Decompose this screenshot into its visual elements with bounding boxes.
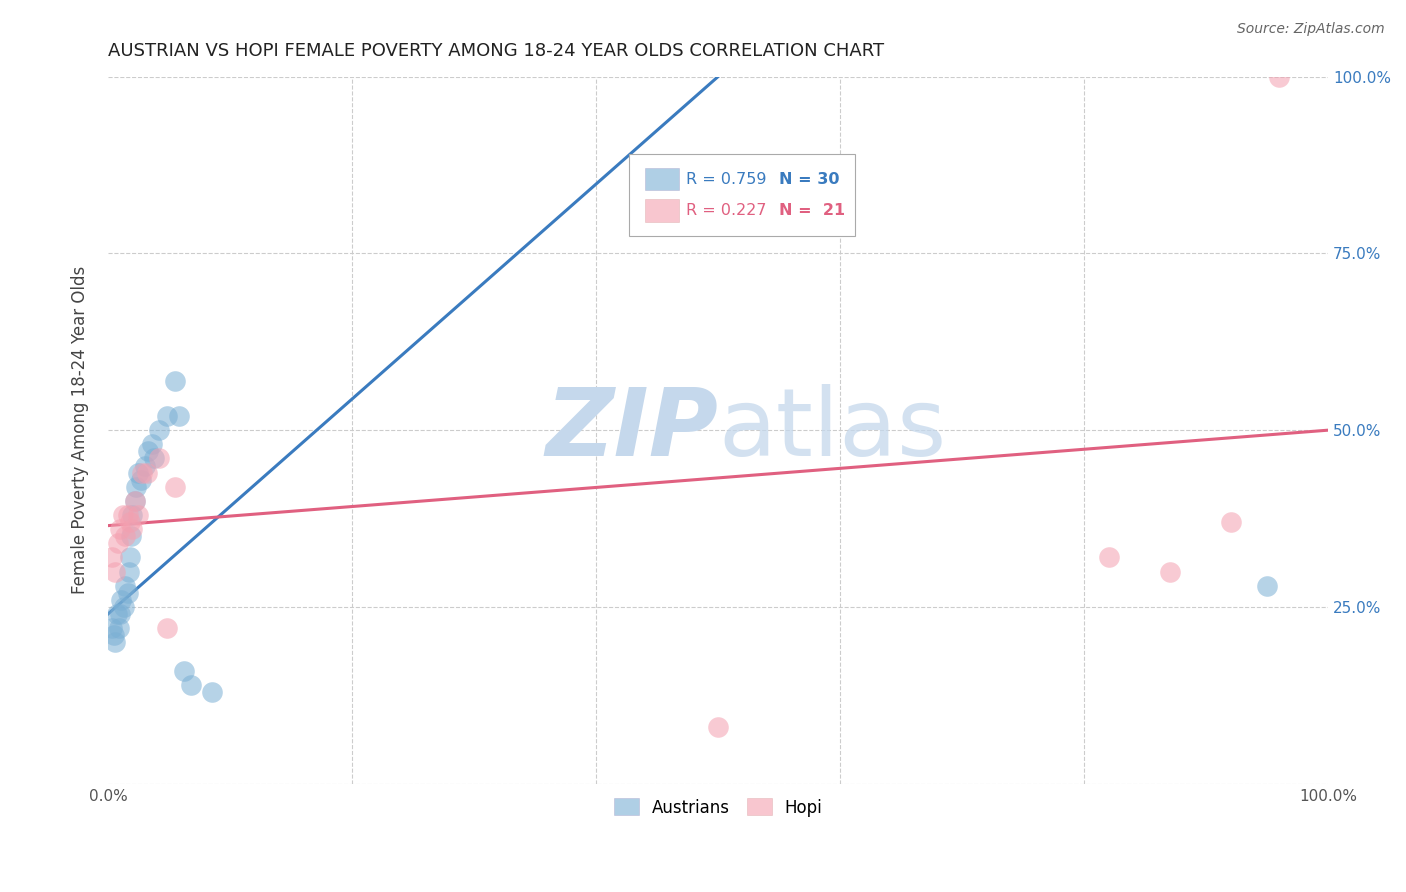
- Point: [125, 480, 148, 494]
- Point: [104, 635, 127, 649]
- Point: [165, 480, 187, 494]
- Text: AUSTRIAN VS HOPI FEMALE POVERTY AMONG 18-24 YEAR OLDS CORRELATION CHART: AUSTRIAN VS HOPI FEMALE POVERTY AMONG 18…: [108, 42, 884, 60]
- FancyBboxPatch shape: [645, 199, 679, 221]
- FancyBboxPatch shape: [628, 154, 855, 235]
- Point: [118, 550, 141, 565]
- Point: [108, 522, 131, 536]
- Point: [148, 423, 170, 437]
- Point: [201, 685, 224, 699]
- Point: [110, 593, 132, 607]
- Point: [141, 437, 163, 451]
- Point: [104, 565, 127, 579]
- Point: [111, 508, 134, 522]
- Text: R = 0.227: R = 0.227: [686, 202, 766, 218]
- Point: [117, 508, 139, 522]
- Point: [165, 374, 187, 388]
- Point: [143, 451, 166, 466]
- Point: [107, 536, 129, 550]
- Point: [1159, 565, 1181, 579]
- Text: N =  21: N = 21: [779, 202, 845, 218]
- Point: [118, 515, 141, 529]
- Point: [1268, 70, 1291, 84]
- Point: [134, 458, 156, 473]
- Point: [100, 550, 122, 565]
- Point: [1097, 550, 1119, 565]
- Point: [124, 494, 146, 508]
- Text: atlas: atlas: [718, 384, 946, 476]
- Point: [129, 473, 152, 487]
- Point: [128, 508, 150, 522]
- Point: [180, 678, 202, 692]
- Point: [173, 664, 195, 678]
- Text: Source: ZipAtlas.com: Source: ZipAtlas.com: [1237, 22, 1385, 37]
- Y-axis label: Female Poverty Among 18-24 Year Olds: Female Poverty Among 18-24 Year Olds: [72, 266, 89, 594]
- Point: [100, 621, 122, 635]
- Point: [1219, 515, 1241, 529]
- Point: [121, 522, 143, 536]
- Point: [118, 565, 141, 579]
- Point: [114, 579, 136, 593]
- Point: [121, 508, 143, 522]
- Point: [105, 607, 128, 621]
- Point: [120, 529, 142, 543]
- Point: [124, 494, 146, 508]
- Point: [114, 529, 136, 543]
- Point: [117, 586, 139, 600]
- Text: ZIP: ZIP: [546, 384, 718, 476]
- Point: [1256, 579, 1278, 593]
- Point: [155, 409, 177, 423]
- Point: [131, 466, 153, 480]
- Point: [707, 720, 730, 734]
- FancyBboxPatch shape: [645, 168, 679, 191]
- Point: [108, 621, 131, 635]
- Text: N = 30: N = 30: [779, 171, 839, 186]
- Legend: Austrians, Hopi: Austrians, Hopi: [605, 790, 831, 825]
- Point: [136, 444, 159, 458]
- Point: [136, 466, 159, 480]
- Point: [128, 466, 150, 480]
- Text: R = 0.759: R = 0.759: [686, 171, 766, 186]
- Point: [148, 451, 170, 466]
- Point: [112, 599, 135, 614]
- Point: [103, 628, 125, 642]
- Point: [108, 607, 131, 621]
- Point: [167, 409, 190, 423]
- Point: [155, 621, 177, 635]
